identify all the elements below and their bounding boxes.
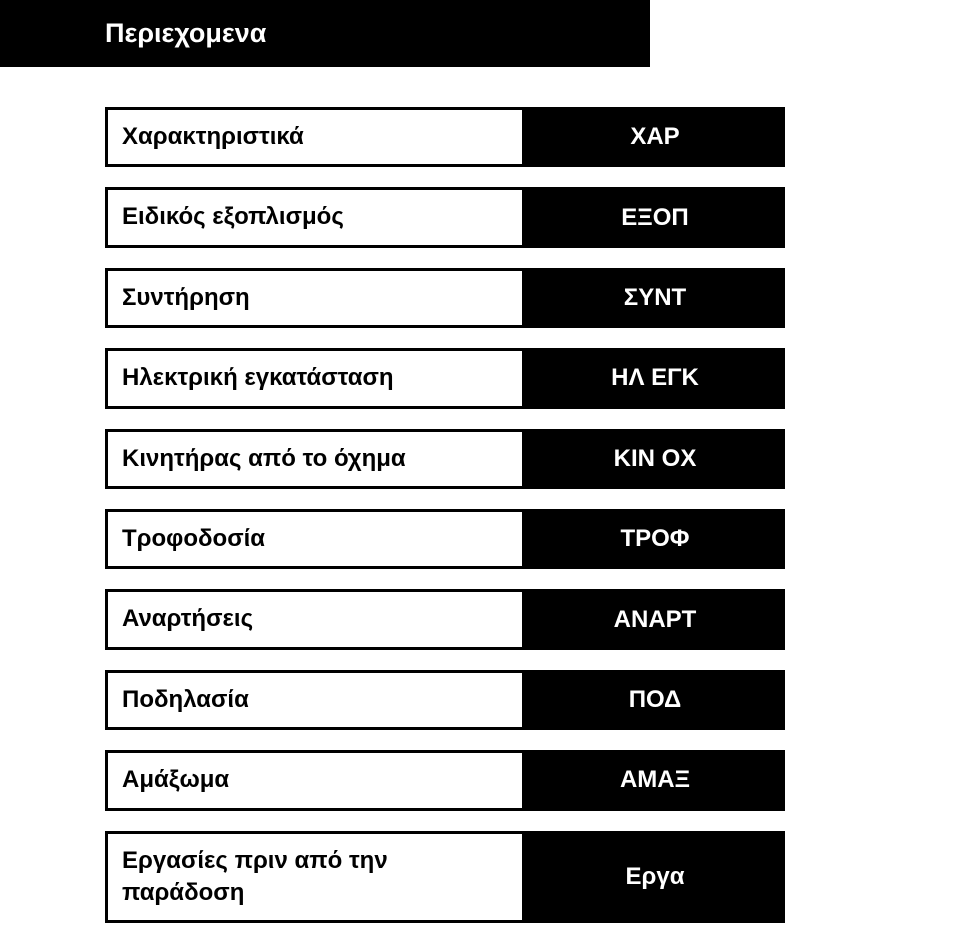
item-code: ΠΟΔ [525,670,785,730]
item-code: Εργα [525,831,785,924]
item-code: ΚΙΝ ΟΧ [525,429,785,489]
list-item: Συντήρηση ΣΥΝΤ [105,268,960,328]
item-code: ΤΡΟΦ [525,509,785,569]
item-label: Αναρτήσεις [105,589,525,649]
list-item: Αναρτήσεις ΑΝΑΡΤ [105,589,960,649]
item-label: Εργασίες πριν από την παράδοση [105,831,525,924]
list-item: Ειδικός εξοπλισμός ΕΞΟΠ [105,187,960,247]
item-code: ΕΞΟΠ [525,187,785,247]
item-label: Κινητήρας από το όχημα [105,429,525,489]
contents-list: Χαρακτηριστικά ΧΑΡ Ειδικός εξοπλισμός ΕΞ… [0,107,960,923]
list-item: Τροφοδοσία ΤΡΟΦ [105,509,960,569]
item-label: Συντήρηση [105,268,525,328]
list-item: Αμάξωμα ΑΜΑΞ [105,750,960,810]
list-item: Ποδηλασία ΠΟΔ [105,670,960,730]
item-label: Χαρακτηριστικά [105,107,525,167]
item-code: ΑΜΑΞ [525,750,785,810]
item-code: ΣΥΝΤ [525,268,785,328]
item-label: Ηλεκτρική εγκατάσταση [105,348,525,408]
item-code: ΑΝΑΡΤ [525,589,785,649]
item-code: ΗΛ ΕΓΚ [525,348,785,408]
item-code: ΧΑΡ [525,107,785,167]
list-item: Χαρακτηριστικά ΧΑΡ [105,107,960,167]
list-item: Κινητήρας από το όχημα ΚΙΝ ΟΧ [105,429,960,489]
item-label: Ειδικός εξοπλισμός [105,187,525,247]
list-item: Ηλεκτρική εγκατάσταση ΗΛ ΕΓΚ [105,348,960,408]
page-title: Περιεχομενα [0,0,650,67]
item-label: Τροφοδοσία [105,509,525,569]
item-label: Αμάξωμα [105,750,525,810]
list-item: Εργασίες πριν από την παράδοση Εργα [105,831,960,924]
item-label: Ποδηλασία [105,670,525,730]
